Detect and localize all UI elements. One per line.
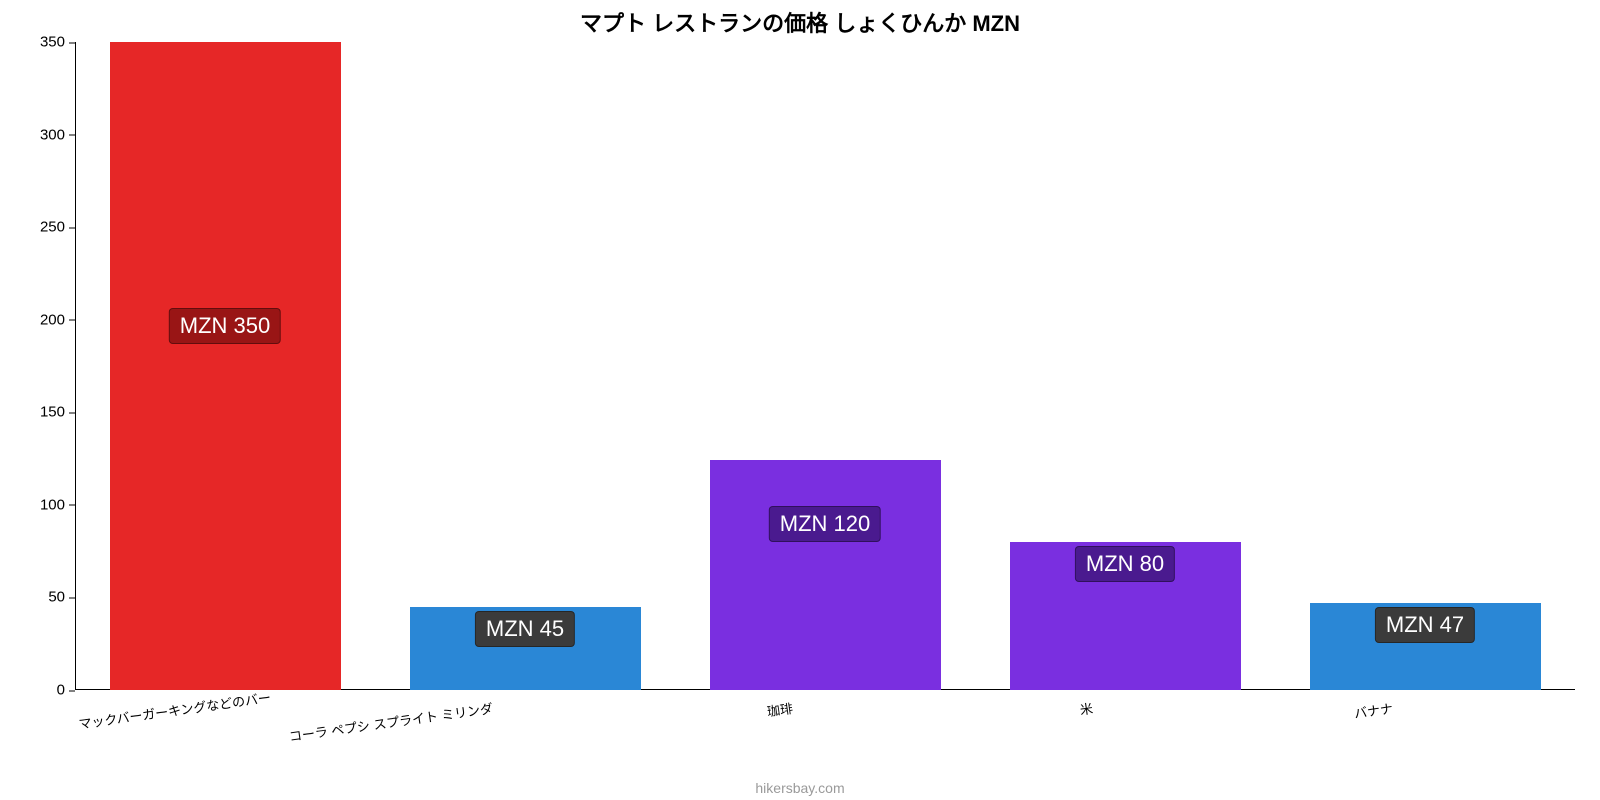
y-tick-label: 100 [40,496,75,513]
value-badge: MZN 45 [475,611,575,647]
y-tick-label: 200 [40,311,75,328]
value-badge: MZN 350 [169,308,281,344]
bar [110,42,341,690]
y-tick-label: 150 [40,404,75,421]
credit-text: hikersbay.com [0,780,1600,796]
y-tick-label: 50 [48,589,75,606]
x-category-label: マックバーガーキングなどのバー [76,690,194,733]
chart-title: マプト レストランの価格 しょくひんか MZN [0,6,1600,38]
value-badge: MZN 120 [769,506,881,542]
bar [710,460,941,690]
value-badge: MZN 47 [1375,607,1475,643]
plot-area: 050100150200250300350MZN 350マックバーガーキングなど… [75,42,1575,690]
y-tick-label: 350 [40,34,75,51]
y-axis [75,42,76,690]
bar-chart: マプト レストランの価格 しょくひんか MZN 0501001502002503… [0,0,1600,800]
y-tick-label: 300 [40,126,75,143]
y-tick-label: 250 [40,219,75,236]
y-tick-label: 0 [57,682,75,699]
value-badge: MZN 80 [1075,546,1175,582]
